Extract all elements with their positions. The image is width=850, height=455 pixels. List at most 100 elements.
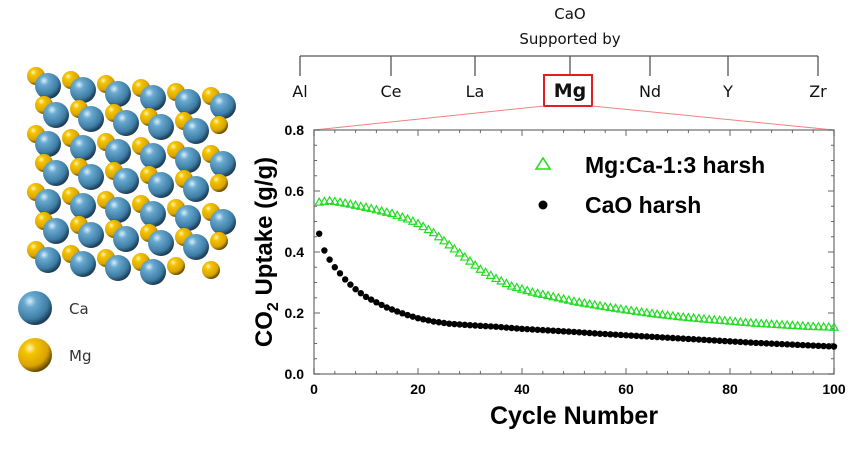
data-point-triangle — [719, 315, 730, 325]
data-point-circle — [518, 325, 526, 333]
ca-atom — [70, 135, 96, 161]
ca-atom — [140, 85, 166, 111]
data-point-triangle — [735, 316, 746, 326]
ca-atom — [70, 251, 96, 277]
legend: Mg:Ca-1:3 harsh CaO harsh — [534, 152, 765, 218]
ca-atom — [35, 189, 61, 215]
data-point-circle — [498, 323, 505, 331]
ca-atom — [140, 201, 166, 227]
data-point-circle — [357, 289, 364, 297]
data-point-circle — [409, 313, 416, 320]
ca-atom — [183, 234, 209, 260]
data-point-circle — [752, 339, 760, 347]
legend-circle-icon — [538, 200, 548, 210]
support-label-zr[interactable]: Zr — [809, 82, 827, 101]
data-point-triangle — [542, 290, 554, 300]
data-point-circle — [362, 293, 370, 301]
data-point-circle — [316, 230, 323, 237]
ca-sphere-icon — [18, 291, 52, 325]
data-point-triangle — [381, 207, 392, 216]
data-point-circle — [596, 330, 604, 337]
ca-atom — [35, 131, 61, 157]
data-point-triangle — [553, 292, 564, 302]
data-point-circle — [695, 336, 702, 343]
data-point-circle — [539, 326, 546, 334]
data-point-circle — [794, 341, 801, 349]
data-point-triangle — [620, 304, 632, 314]
x-tick-label: 40 — [514, 381, 530, 397]
data-point-triangle — [828, 322, 840, 331]
mg-label: Mg — [69, 347, 91, 365]
y-axis-label: CO2 Uptake (g/g) — [251, 157, 282, 347]
ca-atom — [175, 205, 201, 231]
data-point-triangle — [334, 197, 346, 206]
ca-atom — [140, 259, 166, 285]
support-labels: Al Ce La Mg Nd Y Zr — [292, 80, 827, 102]
mg-sphere-icon — [18, 338, 52, 372]
data-point-circle — [804, 342, 812, 349]
structure-legend: Ca Mg — [18, 291, 91, 372]
data-point-circle — [602, 330, 609, 338]
data-point-circle — [472, 322, 479, 329]
support-label-ce[interactable]: Ce — [380, 82, 401, 101]
data-point-triangle — [771, 319, 782, 329]
support-label-al[interactable]: Al — [292, 82, 307, 101]
data-point-circle — [534, 326, 541, 333]
data-point-triangle — [444, 239, 455, 249]
data-point-triangle — [797, 320, 808, 330]
data-point-circle — [550, 327, 557, 334]
y-tick-label: 0.8 — [285, 122, 305, 138]
x-tick-label: 20 — [410, 381, 426, 397]
data-point-triangle — [698, 313, 710, 323]
data-point-circle — [420, 316, 427, 323]
data-point-triangle — [454, 247, 465, 257]
data-point-triangle — [386, 208, 398, 218]
data-point-triangle — [652, 308, 663, 318]
ca-atom — [70, 193, 96, 219]
data-point-triangle — [615, 303, 626, 313]
data-point-circle — [565, 328, 572, 335]
ca-atom — [43, 160, 69, 186]
data-point-circle — [716, 337, 723, 344]
data-point-circle — [737, 338, 744, 346]
data-point-triangle — [314, 196, 325, 206]
data-point-triangle — [714, 315, 725, 324]
ca-atom — [78, 222, 104, 248]
data-point-triangle — [537, 289, 548, 299]
data-point-circle — [513, 325, 520, 332]
data-point-triangle — [376, 205, 387, 215]
data-point-triangle — [808, 321, 819, 331]
data-point-triangle — [428, 227, 439, 237]
data-point-circle — [560, 328, 567, 335]
chart: 0 20 40 60 80 100 0.0 0.2 0.4 0.6 0.8 Cycle Numbe… — [251, 122, 846, 430]
data-point-triangle — [355, 201, 366, 210]
ca-atom — [148, 230, 174, 256]
data-point-circle — [612, 331, 619, 338]
crystal-structure-image — [27, 67, 236, 285]
support-label-nd[interactable]: Nd — [639, 82, 661, 101]
data-point-circle — [477, 322, 484, 330]
data-point-triangle — [459, 251, 470, 261]
data-point-circle — [825, 343, 832, 350]
ca-atom — [140, 143, 166, 169]
data-point-triangle — [641, 307, 652, 317]
data-point-triangle — [761, 318, 772, 328]
data-point-circle — [659, 334, 666, 341]
support-label-la[interactable]: La — [466, 82, 485, 101]
data-point-circle — [747, 339, 754, 346]
data-point-circle — [576, 329, 583, 336]
data-point-circle — [799, 341, 806, 349]
zoom-connector-left — [313, 105, 545, 131]
data-point-circle — [706, 336, 713, 344]
data-point-circle — [321, 247, 328, 254]
support-label-mg[interactable]: Mg — [554, 80, 587, 102]
data-point-circle — [373, 299, 380, 306]
data-point-circle — [529, 326, 536, 333]
data-point-triangle — [730, 316, 741, 326]
data-point-circle — [331, 264, 338, 271]
data-point-triangle — [532, 288, 543, 297]
data-point-circle — [607, 331, 614, 338]
support-header: CaO Supported by Al Ce La Mg Nd Y Zr — [292, 5, 835, 131]
support-label-y[interactable]: Y — [722, 82, 733, 101]
data-point-triangle — [366, 203, 377, 213]
